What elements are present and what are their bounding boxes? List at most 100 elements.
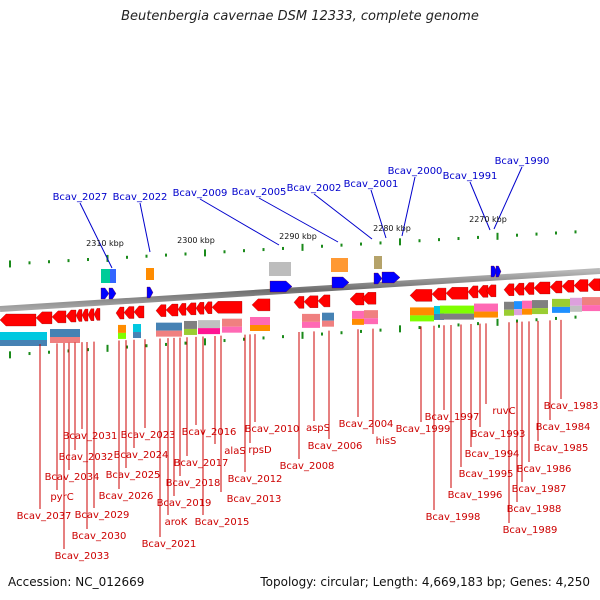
tick-mark [48, 350, 50, 354]
tick-mark [438, 238, 440, 242]
gene-label: Bcav_1990 [495, 156, 550, 167]
reverse-gene-arrow [211, 301, 243, 314]
label-connector [79, 202, 113, 269]
cog-box [118, 332, 126, 339]
tick-mark [301, 243, 304, 251]
cog-box [156, 330, 182, 337]
tick-mark [301, 331, 304, 339]
forward-gene-arrow [108, 287, 117, 300]
gene-label: Bcav_1994 [465, 449, 520, 460]
tick-mark [574, 315, 577, 319]
accession-text: Accession: NC_012669 [8, 575, 145, 589]
gene-label: aroK [165, 517, 188, 528]
reverse-gene-arrow [177, 303, 187, 316]
reverse-gene-arrow [533, 281, 551, 295]
tick-mark [243, 249, 245, 253]
gene-label: Bcav_2016 [182, 427, 237, 438]
cog-category-boxes [0, 256, 600, 346]
reverse-gene-arrow [203, 301, 213, 314]
reverse-gene-arrow [115, 306, 125, 320]
label-connector [258, 197, 339, 243]
tick-mark [9, 351, 11, 359]
cog-box [514, 309, 522, 316]
cog-box [410, 315, 434, 322]
gene-label: Bcav_1984 [536, 422, 591, 433]
reverse-gene-arrow [513, 283, 525, 296]
reverse-gene-arrow [349, 292, 365, 306]
cog-box [50, 329, 80, 337]
labels: 2310 kbp 2300 kbp 2290 kbp 2280 kbp 2270 kbp… [17, 156, 599, 562]
reverse-gene-arrow [65, 309, 77, 323]
gene-label: Bcav_2029 [75, 510, 130, 521]
cog-box [570, 297, 582, 306]
gene-label: pyrC [50, 492, 73, 503]
cog-box [364, 318, 378, 325]
cog-box [146, 268, 154, 280]
gene-label: Bcav_2002 [287, 183, 342, 194]
gene-label: rpsD [248, 445, 272, 456]
gene-label: Bcav_2032 [59, 452, 114, 463]
gene-label: Bcav_2033 [55, 551, 110, 562]
cog-box [522, 308, 532, 315]
reverse-gene-arrow [0, 313, 37, 327]
reverse-gene-arrow [195, 302, 205, 315]
cog-box [570, 305, 582, 312]
reverse-gene-arrow [587, 278, 600, 291]
gene-label: Bcav_2009 [173, 188, 228, 199]
reverse-gene-arrow [165, 303, 179, 317]
tick-mark [126, 255, 128, 259]
reverse-gene-arrow [561, 280, 575, 293]
cog-box [522, 300, 532, 309]
cog-box [504, 309, 514, 316]
tick-mark [243, 337, 245, 341]
label-connector [469, 181, 491, 231]
gene-label: Bcav_2019 [157, 498, 212, 509]
gene-label: Bcav_1985 [534, 443, 589, 454]
tick-mark [204, 338, 206, 346]
cog-box [250, 317, 270, 325]
tick-mark [67, 259, 70, 263]
reverse-gene-arrow [81, 308, 89, 322]
cog-box [110, 269, 116, 283]
tick-mark [535, 232, 538, 236]
reverse-gene-arrow [549, 280, 563, 294]
gene-label: Bcav_1995 [459, 469, 514, 480]
gene-label: Bcav_2023 [121, 430, 176, 441]
reverse-gene-arrow [123, 306, 135, 319]
cog-box [374, 256, 382, 269]
scale-label: 2290 kbp [279, 232, 317, 241]
gene-label: Bcav_2012 [228, 474, 283, 485]
gene-label: Bcav_2037 [17, 511, 72, 522]
tick-mark [516, 319, 518, 323]
tick-mark [418, 239, 421, 243]
cog-box [250, 325, 270, 331]
cog-box [434, 313, 444, 320]
cog-box [0, 332, 47, 340]
scale-label: 2300 kbp [177, 236, 215, 245]
reverse-gene-arrow [467, 285, 479, 299]
forward-gene-arrow [100, 287, 110, 300]
tick-mark [165, 253, 167, 257]
gene-label: Bcav_2010 [245, 424, 300, 435]
cog-box [552, 306, 570, 313]
cog-box [364, 310, 378, 319]
forward-gene-arrow [269, 280, 293, 293]
tick-mark [477, 322, 479, 326]
label-connector [493, 166, 523, 230]
forward-gene-arrow [495, 265, 502, 278]
tick-mark [457, 237, 460, 241]
tick-mark [106, 344, 109, 352]
gene-label: Bcav_1997 [425, 412, 480, 423]
reverse-gene-arrow [361, 292, 377, 305]
reverse-gene-arrow [75, 309, 83, 322]
reverse-gene-arrow [87, 308, 95, 321]
tick-mark [574, 230, 577, 234]
tick-mark [360, 242, 362, 246]
gene-label: Bcav_2013 [227, 494, 282, 505]
gene-label: Bcav_2031 [63, 431, 118, 442]
cog-box [302, 313, 320, 322]
genome-title: Beutenbergia cavernae DSM 12333, complet… [121, 9, 479, 24]
gene-label: Bcav_1988 [507, 504, 562, 515]
gene-label: Bcav_2001 [344, 179, 399, 190]
